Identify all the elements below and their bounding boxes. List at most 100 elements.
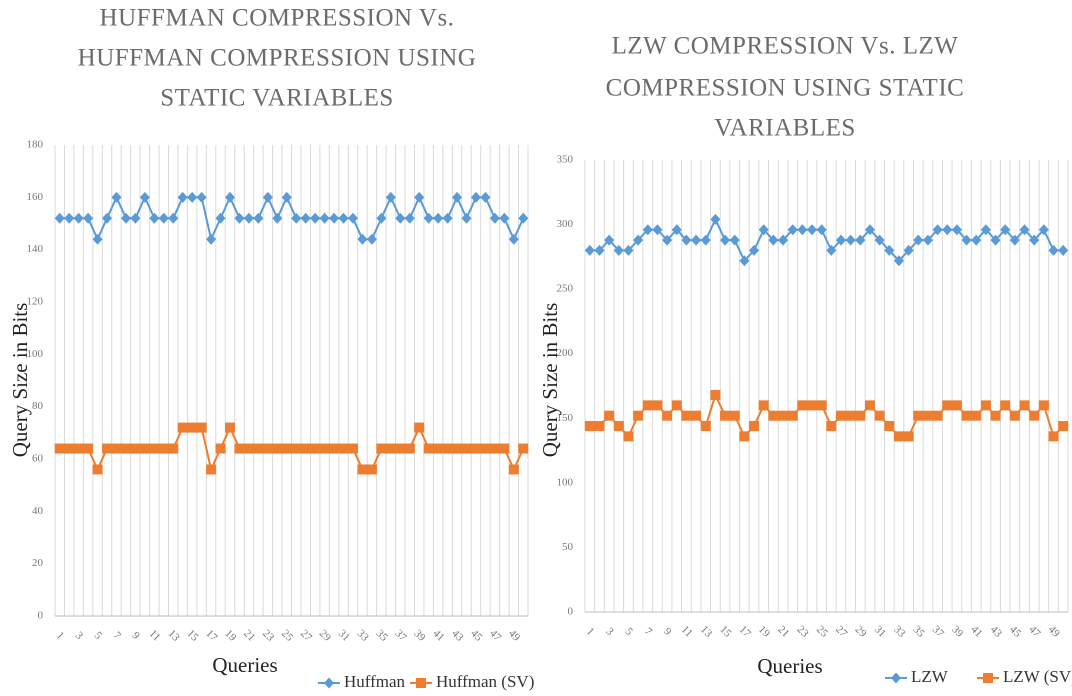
x-tick-label: 27	[298, 628, 315, 645]
marker	[652, 400, 663, 411]
marker	[92, 233, 103, 245]
marker	[729, 234, 740, 246]
marker	[613, 244, 624, 256]
marker	[499, 443, 510, 454]
marker	[499, 212, 510, 224]
marker	[778, 410, 789, 421]
x-tick-label: 27	[833, 624, 850, 641]
marker	[1029, 234, 1040, 246]
marker	[932, 224, 943, 236]
marker	[64, 443, 75, 454]
x-tick-label: 31	[336, 628, 352, 644]
marker	[893, 255, 904, 267]
marker	[903, 431, 914, 442]
marker	[951, 400, 962, 411]
marker	[215, 212, 226, 224]
marker	[835, 234, 846, 246]
marker	[807, 224, 818, 236]
x-tick-label: 1	[54, 629, 66, 641]
marker	[414, 422, 425, 433]
marker	[768, 234, 779, 246]
marker	[508, 464, 519, 475]
marker	[111, 191, 122, 203]
x-tick-label: 7	[111, 629, 124, 642]
marker	[357, 233, 368, 245]
marker	[272, 443, 283, 454]
marker	[414, 191, 425, 203]
marker	[913, 410, 924, 421]
chart-title: HUFFMAN COMPRESSION Vs.	[100, 5, 455, 32]
x-tick-label: 35	[910, 624, 927, 641]
marker	[787, 224, 798, 236]
marker	[1038, 400, 1049, 411]
legend-label: LZW	[911, 667, 949, 686]
x-tick-label: 45	[468, 628, 485, 645]
marker	[196, 191, 207, 203]
marker	[177, 191, 188, 203]
marker	[442, 443, 453, 454]
marker	[778, 234, 789, 246]
marker	[470, 191, 481, 203]
legend-marker	[891, 672, 901, 684]
marker	[1058, 421, 1069, 432]
y-tick-label: 0	[568, 606, 574, 618]
marker	[749, 421, 760, 432]
marker	[671, 400, 682, 411]
marker	[225, 422, 236, 433]
y-tick-label: 120	[27, 296, 44, 308]
marker	[720, 234, 731, 246]
marker	[319, 443, 330, 454]
marker	[633, 234, 644, 246]
x-tick-label: 33	[355, 628, 372, 645]
marker	[951, 224, 962, 236]
y-axis-title: Query Size in Bits	[538, 303, 562, 458]
chart-title: STATIC VARIABLES	[160, 85, 394, 112]
y-tick-label: 20	[32, 557, 44, 569]
marker	[73, 212, 84, 224]
marker	[594, 421, 605, 432]
chart-title: HUFFMAN COMPRESSION USING	[78, 45, 477, 72]
marker	[480, 443, 491, 454]
marker	[206, 233, 217, 245]
marker	[518, 212, 529, 224]
marker	[980, 400, 991, 411]
x-tick-label: 11	[679, 624, 695, 640]
marker	[681, 410, 692, 421]
marker	[461, 212, 472, 224]
marker	[922, 234, 933, 246]
marker	[508, 233, 519, 245]
marker	[990, 410, 1001, 421]
chart-title: LZW COMPRESSION Vs. LZW	[612, 33, 959, 60]
x-tick-label: 41	[430, 628, 446, 644]
marker	[1019, 400, 1030, 411]
x-tick-label: 7	[642, 625, 655, 638]
marker	[971, 410, 982, 421]
y-tick-label: 0	[38, 610, 44, 622]
marker	[903, 244, 914, 256]
x-tick-label: 21	[241, 628, 257, 644]
marker	[932, 410, 943, 421]
x-tick-label: 37	[392, 628, 409, 645]
marker	[366, 464, 377, 475]
marker	[1009, 234, 1020, 246]
x-tick-label: 39	[411, 628, 428, 645]
marker	[816, 400, 827, 411]
marker	[366, 233, 377, 245]
x-tick-label: 41	[968, 624, 984, 640]
marker	[480, 191, 491, 203]
marker	[442, 212, 453, 224]
marker	[623, 244, 634, 256]
marker	[681, 234, 692, 246]
y-tick-label: 250	[557, 283, 574, 295]
marker	[139, 191, 150, 203]
marker	[253, 443, 264, 454]
marker	[385, 443, 396, 454]
marker	[691, 234, 702, 246]
x-tick-label: 15	[717, 624, 734, 641]
marker	[662, 410, 673, 421]
x-axis-title: Queries	[212, 653, 277, 677]
marker	[922, 410, 933, 421]
marker	[111, 443, 122, 454]
x-tick-label: 23	[260, 628, 277, 645]
